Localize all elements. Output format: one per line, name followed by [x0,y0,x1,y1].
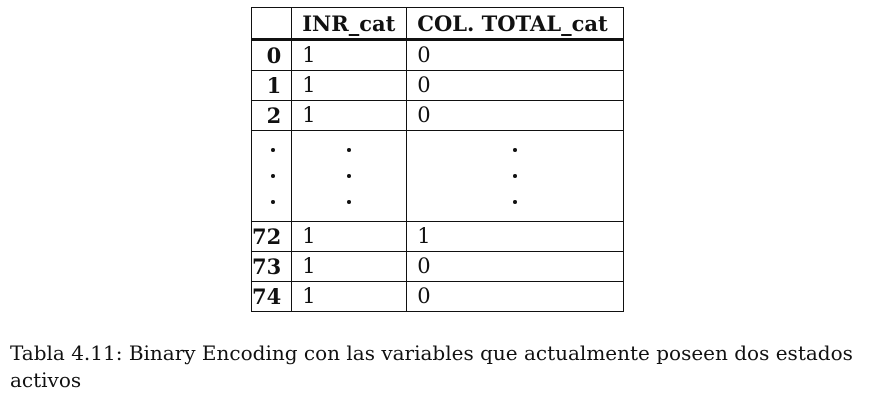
ellipsis-dot [347,174,352,178]
inr-cat-value: 1 [291,221,408,252]
row-index: 0 [250,38,293,71]
ellipsis-dot [270,148,275,152]
row-index: 2 [250,100,293,131]
table-row: 72 1 1 [250,221,625,252]
header-corner-cell [250,7,293,40]
ellipsis-row [250,130,625,222]
col-total-cat-value: 0 [406,70,625,101]
row-index: 72 [250,221,293,252]
col-total-cat-value: 0 [406,38,625,71]
ellipsis-dot [513,200,518,204]
table-row: 73 1 0 [250,251,625,282]
ellipsis-col-total-cell [406,130,625,222]
ellipsis-inr-cell [291,130,408,222]
inr-cat-value: 1 [291,70,408,101]
table-caption: Tabla 4.11: Binary Encoding con las vari… [10,341,853,392]
inr-cat-value: 1 [291,251,408,282]
row-index: 1 [250,70,293,101]
ellipsis-dot [347,148,352,152]
binary-encoding-table-container: INR_cat COL. TOTAL_cat 0 1 0 1 1 0 2 1 0 [250,7,625,312]
table-header-row: INR_cat COL. TOTAL_cat [250,7,625,40]
ellipsis-dot [270,200,275,204]
table-row: 0 1 0 [250,38,625,71]
row-index: 74 [250,281,293,312]
vertical-ellipsis [513,131,518,221]
inr-cat-value: 1 [291,38,408,71]
table-row: 2 1 0 [250,100,625,131]
ellipsis-dot [347,200,352,204]
ellipsis-index-cell [250,130,293,222]
col-total-cat-value: 0 [406,100,625,131]
row-index: 73 [250,251,293,282]
col-total-cat-value: 0 [406,281,625,312]
col-total-cat-value: 1 [406,221,625,252]
ellipsis-dot [513,174,518,178]
table-row: 1 1 0 [250,70,625,101]
inr-cat-value: 1 [291,281,408,312]
header-col-total-cat: COL. TOTAL_cat [406,7,625,40]
inr-cat-value: 1 [291,100,408,131]
header-inr-cat: INR_cat [291,7,408,40]
col-total-cat-value: 0 [406,251,625,282]
table-row: 74 1 0 [250,281,625,312]
ellipsis-dot [513,148,518,152]
binary-encoding-table: INR_cat COL. TOTAL_cat 0 1 0 1 1 0 2 1 0 [250,7,625,312]
vertical-ellipsis [268,131,277,221]
vertical-ellipsis [347,131,352,221]
ellipsis-dot [270,174,275,178]
